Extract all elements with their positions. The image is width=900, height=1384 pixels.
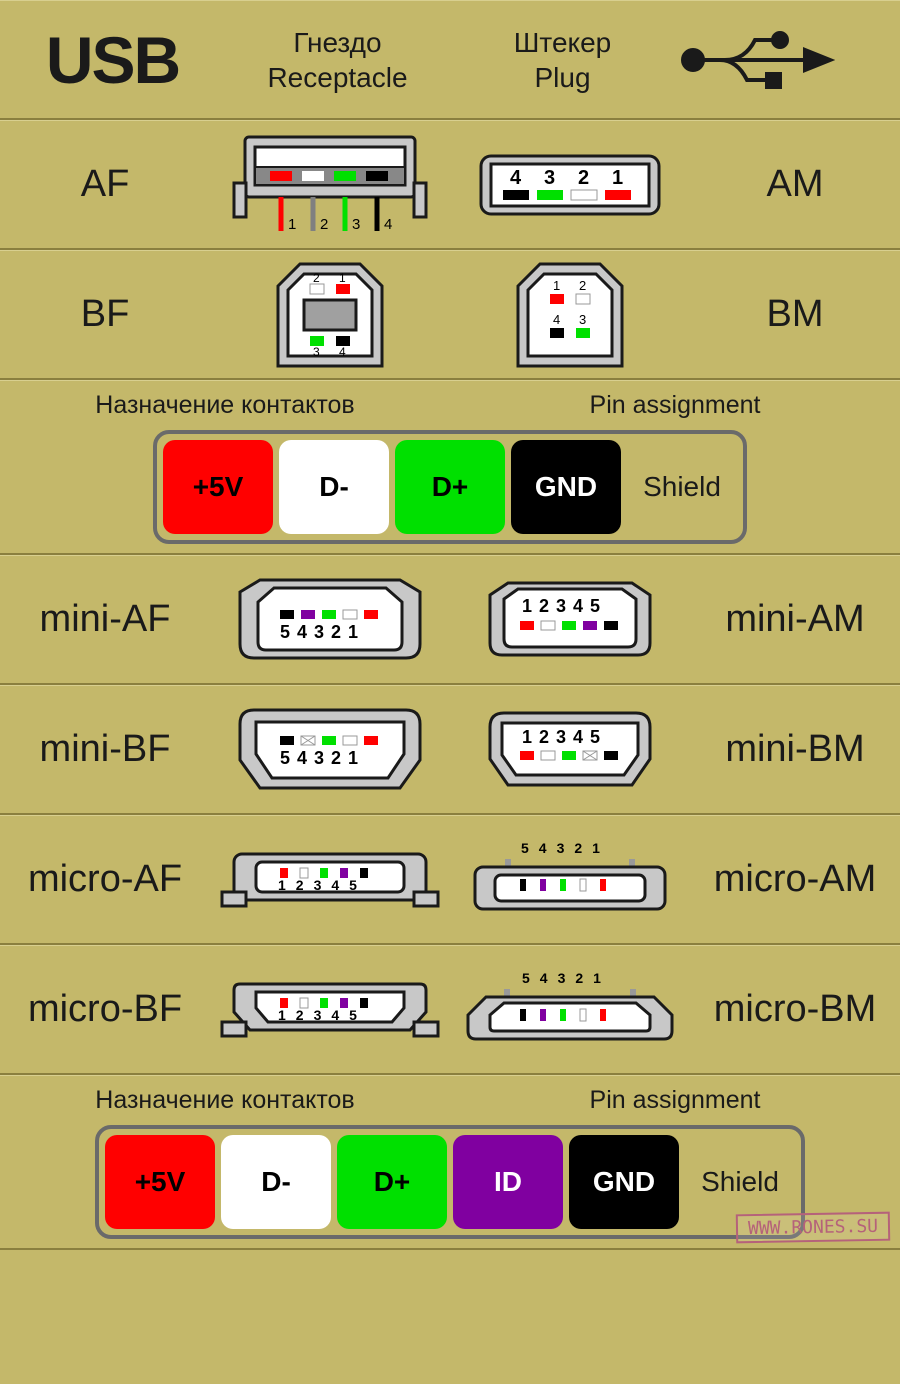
pin-legend-box-5: +5V D- D+ ID GND Shield [95, 1125, 805, 1239]
pin-gnd-b: GND [569, 1135, 679, 1229]
connector-row-micro-a: micro-AF 12345 54321 micro-A [0, 815, 900, 945]
legend-title-en: Pin assignment [450, 391, 900, 420]
svg-text:2: 2 [320, 216, 328, 233]
svg-text:4: 4 [339, 345, 346, 359]
pin-dminus-b: D- [221, 1135, 331, 1229]
header-plug: Штекер Plug [450, 25, 675, 95]
connector-row-mini-a: mini-AF 54321 12345 mini-AM [0, 555, 900, 685]
svg-text:1: 1 [553, 278, 560, 293]
legend-5pin: Назначение контактов Pin assignment +5V … [0, 1075, 900, 1250]
pin-5v-b: +5V [105, 1135, 215, 1229]
legend-4pin: Назначение контактов Pin assignment +5V … [0, 380, 900, 555]
pin-dminus: D- [279, 440, 389, 534]
diagram-mini-bf: 54321 [210, 702, 450, 797]
svg-text:1: 1 [339, 271, 346, 285]
svg-text:4: 4 [553, 312, 560, 327]
diagram-mini-am: 12345 [450, 577, 690, 662]
svg-text:54321: 54321 [280, 622, 365, 642]
diagram-bf: 2 1 3 4 [210, 256, 450, 374]
pin-legend-box-4: +5V D- D+ GND Shield [153, 430, 747, 544]
connector-row-micro-b: micro-BF 12345 54321 micro-B [0, 945, 900, 1075]
svg-text:54321: 54321 [521, 840, 610, 856]
pin-dplus-b: D+ [337, 1135, 447, 1229]
label-micro-af: micro-AF [0, 858, 210, 901]
pin-5v: +5V [163, 440, 273, 534]
svg-text:12345: 12345 [522, 596, 607, 616]
diagram-af: 1 2 3 4 [210, 125, 450, 245]
svg-text:3: 3 [579, 312, 586, 327]
connector-row-mini-b: mini-BF 54321 12345 mini-BM [0, 685, 900, 815]
svg-text:4: 4 [384, 216, 392, 233]
svg-text:4: 4 [510, 167, 522, 189]
diagram-micro-af: 12345 [210, 840, 450, 920]
pin-id: ID [453, 1135, 563, 1229]
header-receptacle: Гнездо Receptacle [225, 25, 450, 95]
legend-title-ru-2: Назначение контактов [0, 1086, 450, 1115]
svg-text:12345: 12345 [278, 877, 367, 893]
label-micro-bm: micro-BM [690, 988, 900, 1031]
svg-text:1: 1 [612, 167, 623, 189]
svg-text:12345: 12345 [522, 727, 607, 747]
svg-text:3: 3 [544, 167, 555, 189]
label-mini-am: mini-AM [690, 598, 900, 641]
svg-text:3: 3 [313, 345, 320, 359]
label-micro-bf: micro-BF [0, 988, 210, 1031]
svg-text:3: 3 [352, 216, 360, 233]
svg-text:2: 2 [313, 271, 320, 285]
usb-trident-icon [675, 20, 900, 100]
label-af: AF [0, 163, 210, 206]
diagram-micro-am: 54321 [450, 835, 690, 925]
header-row: USB Гнездо Receptacle Штекер Plug [0, 0, 900, 120]
legend-title-en-2: Pin assignment [450, 1086, 900, 1115]
label-mini-bf: mini-BF [0, 728, 210, 771]
header-title: USB [0, 22, 225, 98]
svg-text:54321: 54321 [280, 748, 365, 768]
label-bf: BF [0, 293, 210, 336]
label-mini-bm: mini-BM [690, 728, 900, 771]
connector-row-a: AF 1 2 3 4 4 [0, 120, 900, 250]
svg-text:12345: 12345 [278, 1007, 367, 1023]
svg-text:1: 1 [288, 216, 296, 233]
diagram-am: 4 3 2 1 [450, 150, 690, 220]
label-bm: BM [690, 293, 900, 336]
connector-row-b: BF 2 1 3 4 1 2 4 3 BM [0, 250, 900, 380]
label-mini-af: mini-AF [0, 598, 210, 641]
diagram-bm: 1 2 4 3 [450, 256, 690, 374]
diagram-micro-bm: 54321 [450, 965, 690, 1055]
watermark: WWW.RONES.SU [736, 1212, 891, 1244]
pin-shield: Shield [627, 440, 737, 534]
pin-gnd: GND [511, 440, 621, 534]
label-micro-am: micro-AM [690, 858, 900, 901]
diagram-mini-af: 54321 [210, 572, 450, 667]
svg-text:54321: 54321 [522, 970, 611, 986]
svg-text:2: 2 [579, 278, 586, 293]
svg-text:2: 2 [578, 167, 589, 189]
label-am: AM [690, 163, 900, 206]
diagram-mini-bm: 12345 [450, 707, 690, 792]
pin-dplus: D+ [395, 440, 505, 534]
diagram-micro-bf: 12345 [210, 970, 450, 1050]
legend-title-ru: Назначение контактов [0, 391, 450, 420]
